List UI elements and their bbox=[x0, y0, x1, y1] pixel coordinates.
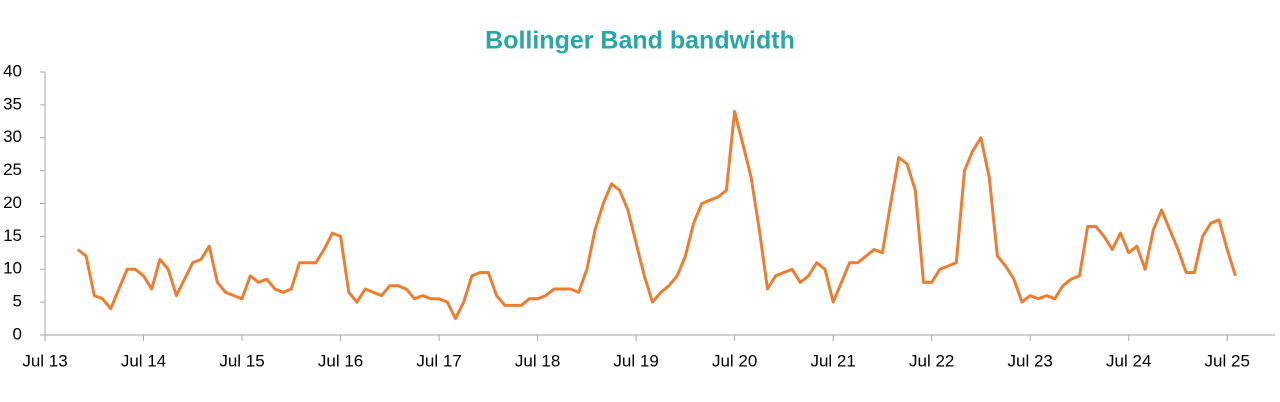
y-tick-label: 30 bbox=[3, 127, 22, 146]
y-tick-label: 25 bbox=[3, 160, 22, 179]
x-tick-label: Jul 19 bbox=[613, 351, 658, 370]
x-tick-label: Jul 25 bbox=[1205, 351, 1250, 370]
chart-title: Bollinger Band bandwidth bbox=[485, 27, 795, 55]
x-tick-label: Jul 16 bbox=[318, 351, 363, 370]
x-tick-label: Jul 18 bbox=[515, 351, 560, 370]
x-tick-label: Jul 17 bbox=[416, 351, 461, 370]
x-tick-label: Jul 15 bbox=[219, 351, 264, 370]
y-tick-label: 10 bbox=[3, 259, 22, 278]
y-tick-label: 15 bbox=[3, 226, 22, 245]
x-tick-label: Jul 20 bbox=[712, 351, 757, 370]
y-tick-label: 5 bbox=[13, 292, 22, 311]
x-tick-label: Jul 22 bbox=[909, 351, 954, 370]
y-tick-label: 20 bbox=[3, 193, 22, 212]
x-tick-label: Jul 23 bbox=[1008, 351, 1053, 370]
y-tick-label: 40 bbox=[3, 61, 22, 80]
data-line bbox=[76, 110, 1237, 321]
x-tick-label: Jul 14 bbox=[121, 351, 166, 370]
x-tick-label: Jul 21 bbox=[810, 351, 855, 370]
y-tick-label: 0 bbox=[13, 324, 22, 343]
x-tick-label: Jul 24 bbox=[1106, 351, 1151, 370]
x-tick-label: Jul 13 bbox=[22, 351, 67, 370]
y-tick-label: 35 bbox=[3, 94, 22, 113]
